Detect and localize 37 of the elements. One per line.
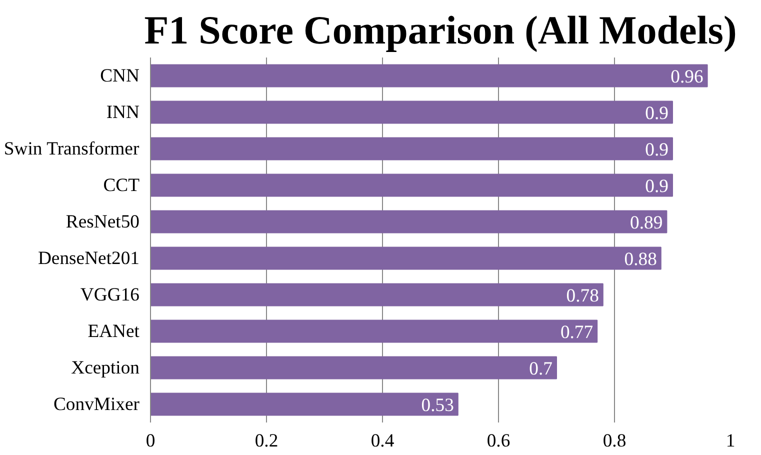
bar [150,320,598,343]
y-tick-label: VGG16 [80,284,140,306]
y-tick-label: INN [106,102,140,123]
data-label: 0.78 [566,285,599,306]
y-tick-label: Xception [71,357,140,378]
data-label: 0.88 [624,248,657,270]
y-tick-label: ResNet50 [66,211,140,232]
x-tick-label: 1 [726,430,736,452]
x-tick-label: 0.2 [254,430,278,452]
bar [150,174,673,197]
y-tick-label: EANet [88,320,140,342]
bar [150,356,557,380]
bar [150,283,604,306]
x-tick-label: 0 [146,430,156,452]
bar [150,64,708,88]
bar [150,100,673,124]
bar [150,246,662,270]
data-label: 0.77 [560,322,594,343]
bar [150,210,668,234]
x-tick-label: 0.8 [602,430,626,452]
data-label: 0.89 [630,212,663,234]
x-tick-label: 0.4 [370,430,395,452]
bar [150,137,673,160]
bar [150,392,458,416]
y-tick-label: ConvMixer [53,394,140,415]
y-tick-label: DenseNet201 [38,248,140,269]
data-label: 0.53 [421,394,454,416]
y-tick-label: CCT [103,174,140,196]
data-label: 0.9 [645,139,669,160]
data-label: 0.9 [645,176,669,197]
y-tick-label: Swin Transformer [4,138,140,160]
data-label: 0.96 [670,66,704,88]
y-tick-label: CNN [100,65,140,86]
data-label: 0.9 [645,102,669,124]
x-tick-label: 0.6 [486,430,510,452]
chart-title: F1 Score Comparison (All Models) [144,8,737,52]
data-label: 0.7 [529,358,553,380]
